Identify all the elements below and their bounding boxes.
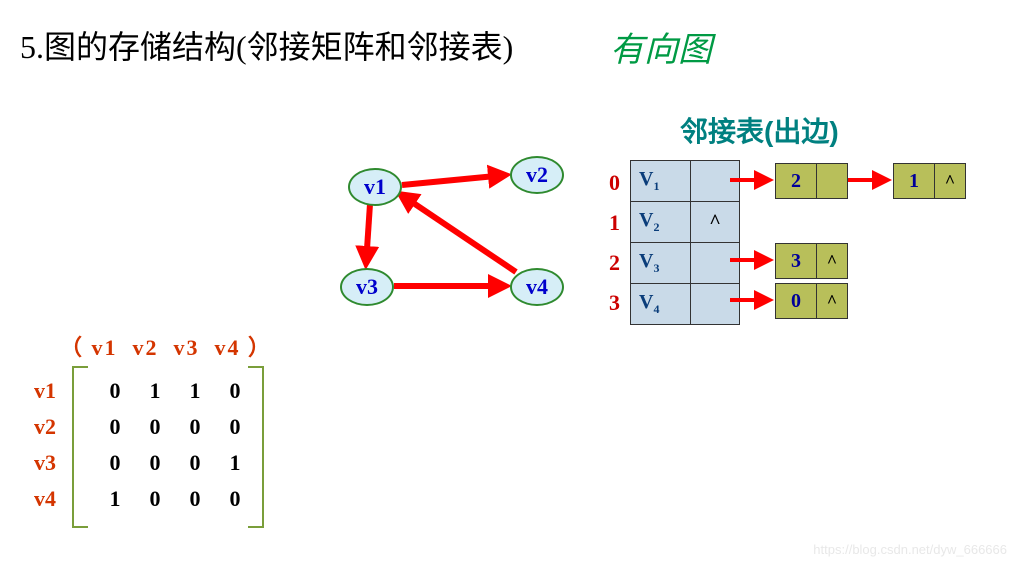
adj-node-2-0-val: 3 — [776, 244, 817, 278]
matrix-col-0: v1 — [92, 335, 118, 360]
edge-v4-v1 — [400, 194, 516, 272]
matrix-cell-3-3: 0 — [220, 486, 250, 512]
matrix-cell-0-3: 0 — [220, 378, 250, 404]
adj-index-3: 3 — [600, 290, 620, 316]
adj-node-0-1: 1 ^ — [893, 163, 966, 199]
edge-v1-v3 — [366, 204, 370, 264]
graph-node-v4: v4 — [510, 268, 564, 306]
adjacency-list-title: 邻接表(出边) — [680, 110, 839, 150]
adj-node-3-0: 0 ^ — [775, 283, 848, 319]
matrix-cell-2-3: 1 — [220, 450, 250, 476]
adj-head-2-label: V3 — [631, 243, 691, 284]
adj-index-1: 1 — [600, 210, 620, 236]
matrix-row-label-2: v3 — [34, 450, 64, 476]
matrix-cell-1-3: 0 — [220, 414, 250, 440]
watermark: https://blog.csdn.net/dyw_666666 — [813, 542, 1007, 557]
matrix-row-label-1: v2 — [34, 414, 64, 440]
matrix-cell-3-1: 0 — [140, 486, 170, 512]
matrix-bracket-left — [72, 366, 88, 528]
adjacency-list: 0 1 2 3 V1 V2 ^ V3 V4 — [600, 160, 1000, 380]
matrix-cell-1-0: 0 — [100, 414, 130, 440]
matrix-cell-0-1: 1 — [140, 378, 170, 404]
adj-head-table: V1 V2 ^ V3 V4 — [630, 160, 740, 325]
matrix-cell-2-1: 0 — [140, 450, 170, 476]
graph-node-v3: v3 — [340, 268, 394, 306]
adj-node-0-0: 2 — [775, 163, 848, 199]
adj-head-0-label: V1 — [631, 161, 691, 202]
matrix-row-label-3: v4 — [34, 486, 64, 512]
adj-head-0-ptr — [691, 161, 740, 202]
adj-index-2: 2 — [600, 250, 620, 276]
adj-node-2-0: 3 ^ — [775, 243, 848, 279]
matrix-cell-2-0: 0 — [100, 450, 130, 476]
adj-head-3-ptr — [691, 284, 740, 325]
adj-node-0-1-ptr: ^ — [935, 164, 965, 198]
adj-head-3-label: V4 — [631, 284, 691, 325]
graph-diagram: v1 v2 v3 v4 — [330, 150, 590, 330]
adj-node-0-1-val: 1 — [894, 164, 935, 198]
matrix-cell-3-0: 1 — [100, 486, 130, 512]
adj-head-1-ptr: ^ — [691, 202, 740, 243]
adj-node-3-0-val: 0 — [776, 284, 817, 318]
adjacency-matrix: （ v1 v2 v3 v4 ） v1 v2 v3 v4 0 1 1 0 0 0 … — [20, 330, 280, 550]
matrix-cell-2-2: 0 — [180, 450, 210, 476]
adj-node-2-0-ptr: ^ — [817, 244, 847, 278]
matrix-cell-1-1: 0 — [140, 414, 170, 440]
adj-index-0: 0 — [600, 170, 620, 196]
adj-node-3-0-ptr: ^ — [817, 284, 847, 318]
adj-head-2-ptr — [691, 243, 740, 284]
matrix-col-1: v2 — [133, 335, 159, 360]
subtitle: 有向图 — [610, 22, 712, 71]
graph-node-v2: v2 — [510, 156, 564, 194]
matrix-bracket-right — [248, 366, 264, 528]
matrix-cell-0-0: 0 — [100, 378, 130, 404]
matrix-col-header: （ v1 v2 v3 v4 ） — [60, 330, 272, 362]
matrix-cell-3-2: 0 — [180, 486, 210, 512]
matrix-row-label-0: v1 — [34, 378, 64, 404]
matrix-cell-0-2: 1 — [180, 378, 210, 404]
edge-v1-v2 — [402, 175, 506, 185]
matrix-col-3: v4 — [215, 335, 241, 360]
adj-node-0-0-val: 2 — [776, 164, 817, 198]
matrix-col-2: v3 — [174, 335, 200, 360]
adj-head-1-label: V2 — [631, 202, 691, 243]
adj-node-0-0-ptr — [817, 164, 847, 198]
matrix-header-close: ） — [241, 335, 273, 360]
graph-node-v1: v1 — [348, 168, 402, 206]
matrix-cell-1-2: 0 — [180, 414, 210, 440]
page-title: 5.图的存储结构(邻接矩阵和邻接表) — [20, 22, 513, 68]
matrix-header-open: （ — [60, 335, 92, 360]
